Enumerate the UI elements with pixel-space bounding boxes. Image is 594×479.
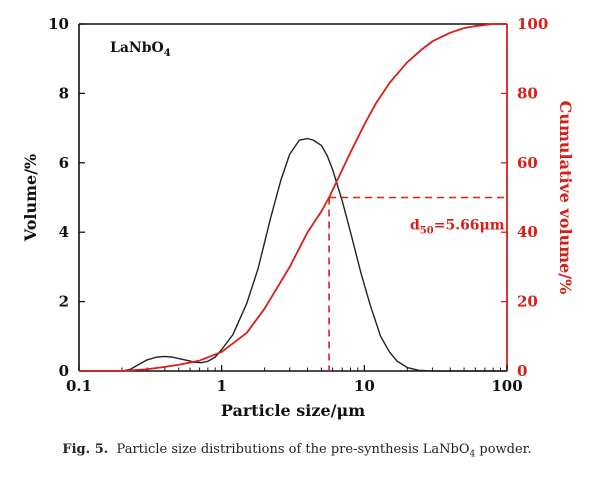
right-y-tick-label: 0 <box>517 362 527 380</box>
right-y-tick-label: 100 <box>517 15 548 33</box>
x-tick-label: 0.1 <box>66 377 92 395</box>
d50-annotation-label: d50=5.66μm <box>410 218 505 237</box>
right-y-axis-label: Cumulative volume/% <box>556 101 575 295</box>
particle-size-chart: d50=5.66μm 0.1 1 10 1000246810020406080100P… <box>21 15 575 420</box>
plot-frame <box>78 23 508 372</box>
series-layer <box>79 23 507 372</box>
left-y-tick-label: 0 <box>59 362 69 380</box>
caption-text-post: powder. <box>475 442 532 457</box>
caption-label: Fig. 5. <box>62 442 109 457</box>
x-tick-label: 10 <box>354 377 375 395</box>
left-y-tick-label: 10 <box>48 15 69 33</box>
x-tick-label: 1 <box>216 377 226 395</box>
left-y-tick-label: 2 <box>59 293 69 311</box>
right-y-tick-label: 80 <box>517 84 538 102</box>
left-y-tick-label: 6 <box>59 154 69 172</box>
right-y-tick-label: 40 <box>517 223 538 241</box>
cumulative-volume-line <box>79 23 507 372</box>
x-axis-label: Particle size/μm <box>221 401 365 420</box>
left-y-axis-label: Volume/% <box>21 154 40 242</box>
caption-text-pre: Particle size distributions of the pre-s… <box>116 442 470 457</box>
volume-distribution-line <box>121 137 507 372</box>
x-tick-label: 100 <box>491 377 522 395</box>
caption-text-sub: 4 <box>469 449 476 460</box>
right-y-tick-label: 60 <box>517 154 538 172</box>
right-y-tick-label: 20 <box>517 293 538 311</box>
figure-caption: Fig. 5. Particle size distributions of t… <box>0 442 594 460</box>
material-label: LaNbO4 <box>110 40 171 59</box>
left-y-tick-label: 4 <box>59 223 69 241</box>
left-y-tick-label: 8 <box>59 84 69 102</box>
annotation-layer: d50=5.66μm <box>328 196 507 371</box>
